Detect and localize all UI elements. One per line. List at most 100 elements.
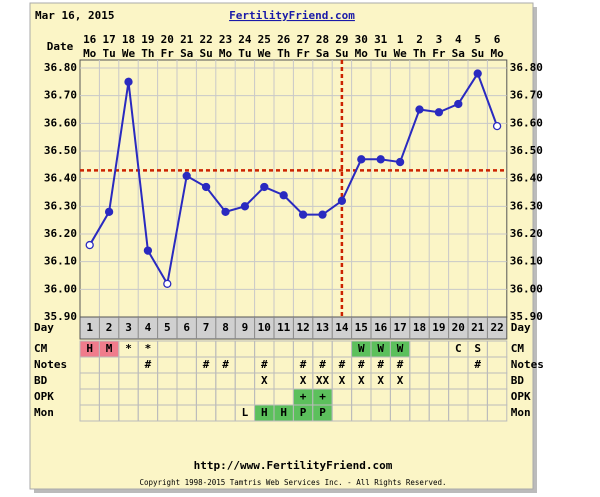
temp-point xyxy=(143,246,153,255)
day-number: 7 xyxy=(203,321,210,334)
weekday-label: Tu xyxy=(102,47,115,60)
weekday-label: We xyxy=(258,47,272,60)
x-tick-label: 21 xyxy=(180,33,194,46)
weekday-label: Su xyxy=(471,47,484,60)
cell-text: C xyxy=(455,342,462,355)
day-number: 13 xyxy=(316,321,329,334)
x-tick-label: 22 xyxy=(199,33,212,46)
cell-text: X xyxy=(261,374,268,387)
x-tick-label: 29 xyxy=(335,33,348,46)
cell-text: M xyxy=(106,342,113,355)
temp-point xyxy=(124,77,133,86)
y-tick-label-right: 36.80 xyxy=(510,61,543,74)
day-number: 9 xyxy=(242,321,249,334)
x-tick-label: 25 xyxy=(258,33,271,46)
day-number: 17 xyxy=(393,321,406,334)
y-tick-label-right: 36.30 xyxy=(510,199,543,212)
weekday-label: Fr xyxy=(296,47,310,60)
y-tick-label-right: 36.50 xyxy=(510,144,543,157)
weekday-label: Th xyxy=(277,47,290,60)
y-tick-label: 36.00 xyxy=(44,282,77,295)
weekday-label: Tu xyxy=(374,47,387,60)
temp-point xyxy=(434,108,444,117)
temp-line xyxy=(88,71,499,287)
cell-text: # xyxy=(474,358,481,371)
row-label: Day xyxy=(34,321,54,334)
y-tick-label-right: 36.10 xyxy=(510,255,543,268)
weekday-label: We xyxy=(122,47,136,60)
y-tick-label-right: 36.40 xyxy=(510,172,543,185)
cell-text: * xyxy=(125,342,132,355)
cell xyxy=(486,404,508,422)
temp-point xyxy=(492,121,502,131)
temp-point xyxy=(454,99,463,109)
cell-text: # xyxy=(261,358,268,371)
copyright: Copyright 1998-2015 Tamtris Web Services… xyxy=(139,478,446,487)
y-tick-label: 36.10 xyxy=(44,255,77,268)
cell-text: # xyxy=(300,358,307,371)
temp-point xyxy=(182,171,191,181)
day-number: 22 xyxy=(490,321,503,334)
y-tick-label: 36.80 xyxy=(44,61,77,74)
y-tick-label-right: 35.90 xyxy=(510,310,543,323)
weekday-label: Tu xyxy=(238,47,251,60)
x-tick-label: 20 xyxy=(161,33,174,46)
temp-point xyxy=(279,191,288,200)
weekday-label: Sa xyxy=(316,47,329,60)
x-axis-label: Date xyxy=(47,40,74,53)
x-tick-label: 2 xyxy=(416,33,423,46)
temp-point xyxy=(104,207,114,217)
cell-text: + xyxy=(300,390,307,403)
day-number: 4 xyxy=(145,321,152,334)
x-tick-label: 26 xyxy=(277,33,291,46)
temp-point xyxy=(337,196,347,205)
x-tick-label: 30 xyxy=(355,33,368,46)
weekday-label: Th xyxy=(413,47,426,60)
row-label: Mon xyxy=(34,406,54,419)
cell-text: * xyxy=(145,342,152,355)
y-tick-label: 36.60 xyxy=(44,116,77,129)
x-tick-label: 23 xyxy=(219,33,232,46)
weekday-label: Sa xyxy=(452,47,465,60)
y-tick-label-right: 36.70 xyxy=(510,89,543,102)
y-tick-label: 36.50 xyxy=(44,144,77,157)
temp-point xyxy=(85,240,94,250)
temp-point xyxy=(318,210,327,219)
site-name: FertilityFriend.com xyxy=(229,9,355,22)
weekday-label: Su xyxy=(335,47,348,60)
y-tick-label: 36.30 xyxy=(44,199,77,212)
weekday-label: Fr xyxy=(432,47,446,60)
cell-text: XX xyxy=(316,374,330,387)
row-label-right: OPK xyxy=(511,390,531,403)
cell-text: # xyxy=(397,358,404,371)
y-tick-label-right: 36.00 xyxy=(510,282,543,295)
day-number: 3 xyxy=(125,321,132,334)
row-label-right: Day xyxy=(511,321,531,334)
cell-text: P xyxy=(319,406,326,419)
y-tick-label-right: 36.60 xyxy=(510,116,543,129)
cell-text: # xyxy=(377,358,384,371)
weekday-label: Mo xyxy=(83,47,97,60)
weekday-label: Mo xyxy=(355,47,369,60)
chart-date: Mar 16, 2015 xyxy=(35,9,114,22)
x-tick-label: 5 xyxy=(474,33,481,46)
row-label: BD xyxy=(34,374,48,387)
day-number: 14 xyxy=(335,321,349,334)
cell-text: X xyxy=(397,374,404,387)
temp-point xyxy=(201,182,211,192)
weekday-label: Mo xyxy=(490,47,504,60)
cell-text: X xyxy=(300,374,307,387)
cell-text: X xyxy=(377,374,384,387)
x-tick-label: 24 xyxy=(238,33,252,46)
footer-url: http://www.FertilityFriend.com xyxy=(194,459,393,472)
row-label: Notes xyxy=(34,358,67,371)
cell-text: H xyxy=(86,342,93,355)
cell-text: # xyxy=(319,358,326,371)
day-number: 1 xyxy=(86,321,93,334)
day-number: 18 xyxy=(413,321,426,334)
row-label: CM xyxy=(34,342,48,355)
temp-point xyxy=(357,155,366,164)
x-tick-label: 28 xyxy=(316,33,329,46)
row-label-right: Mon xyxy=(511,406,531,419)
temp-point xyxy=(221,207,230,217)
